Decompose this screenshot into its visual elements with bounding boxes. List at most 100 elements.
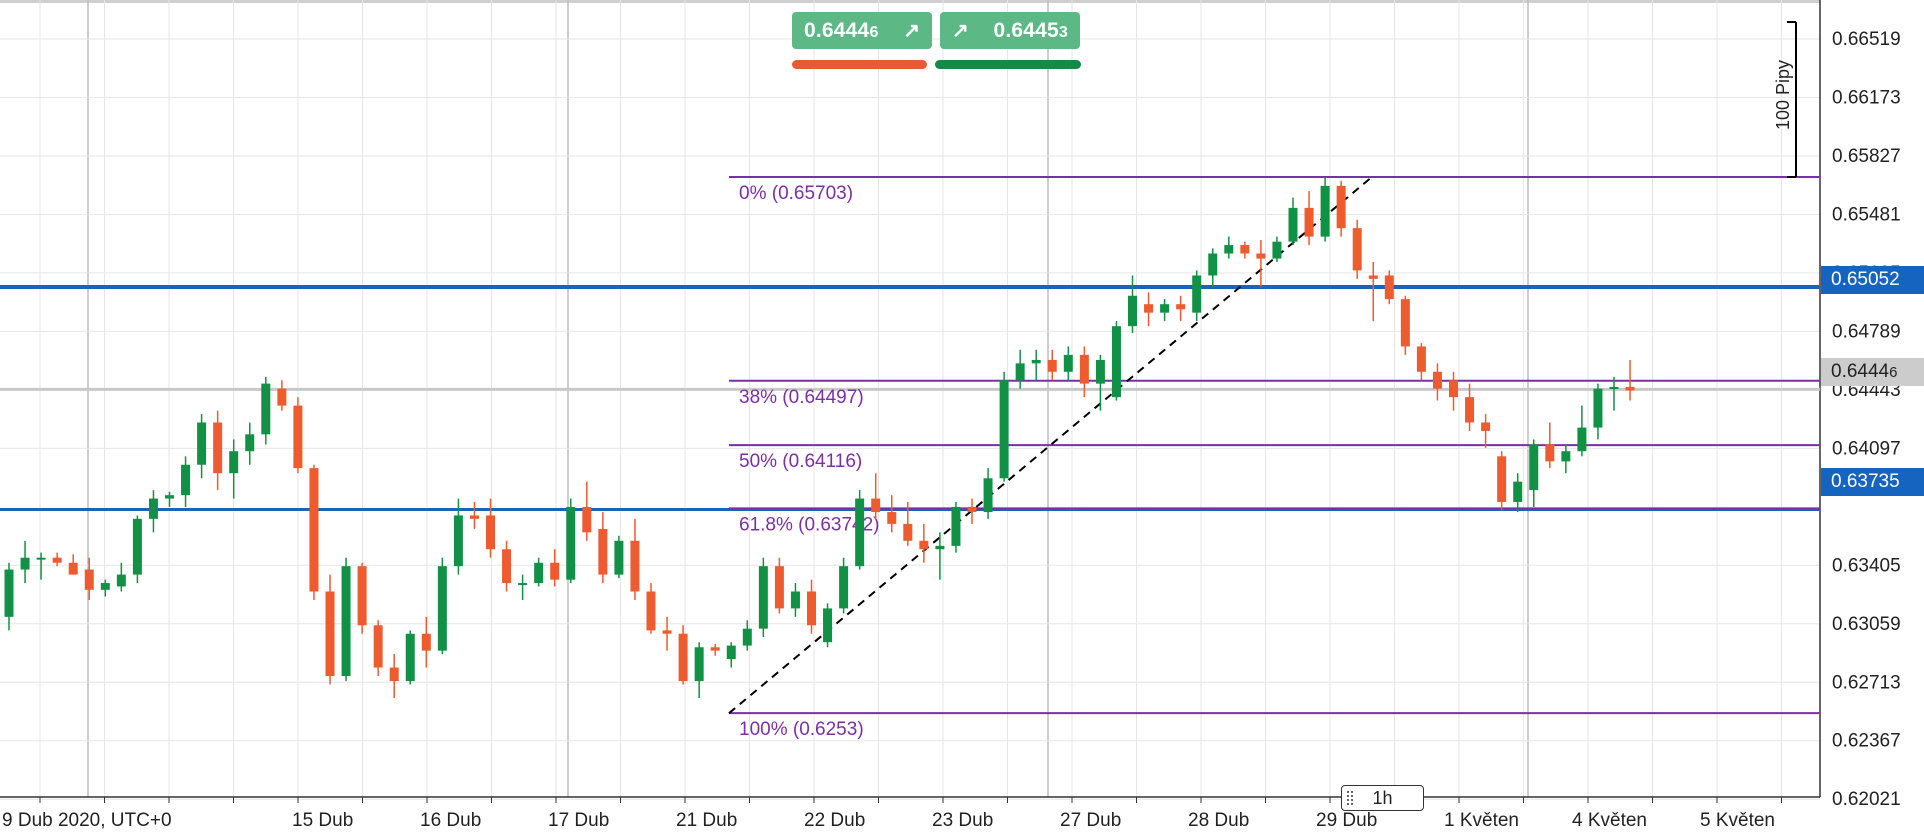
buy-button[interactable]: ↗ 0.64453 xyxy=(940,12,1080,49)
candle-body xyxy=(1192,275,1202,313)
candle-body xyxy=(694,647,704,682)
candle-body xyxy=(132,518,142,575)
candle-body xyxy=(277,388,287,406)
x-tick-label: 29 Dub xyxy=(1316,810,1377,831)
candle-body xyxy=(148,498,158,519)
y-tick-label: 0.63059 xyxy=(1832,614,1901,635)
candle-body xyxy=(261,383,271,435)
candle-body xyxy=(181,464,191,496)
candle-body xyxy=(1336,185,1346,229)
arrow-up-right-icon: ↗ xyxy=(903,20,920,42)
candle-body xyxy=(229,451,239,474)
timeframe-button[interactable]: 1h xyxy=(1341,785,1424,811)
candle-body xyxy=(421,633,431,651)
buy-price: 0.6445 xyxy=(993,18,1059,42)
candle-body xyxy=(1304,207,1314,237)
x-tick-label: 15 Dub xyxy=(292,810,353,831)
candle-body xyxy=(309,468,319,592)
candle-body xyxy=(646,591,656,631)
candle-body xyxy=(1368,275,1378,279)
y-tick-label: 0.62713 xyxy=(1832,672,1901,693)
candle-body xyxy=(534,562,544,584)
candle-body xyxy=(1465,397,1475,423)
fib-level-label: 0% (0.65703) xyxy=(739,183,853,204)
candle-body xyxy=(1240,245,1250,254)
candle-body xyxy=(453,515,463,567)
candle-body xyxy=(437,566,447,651)
candle-body xyxy=(1384,275,1394,300)
timeframe-label: 1h xyxy=(1372,787,1393,808)
candle-body xyxy=(1208,253,1218,276)
candle-body xyxy=(1577,427,1587,452)
candle-body xyxy=(1625,387,1635,391)
candle-body xyxy=(1513,481,1523,502)
y-tick-label: 0.64789 xyxy=(1832,321,1901,342)
candle-body xyxy=(373,625,383,668)
candle-body xyxy=(582,507,592,533)
candle-body xyxy=(116,574,126,587)
candle-body xyxy=(293,405,303,469)
candle-body xyxy=(903,523,913,541)
x-tick-label: 1 Květen xyxy=(1444,810,1519,831)
candle-body xyxy=(1176,304,1186,310)
candle-body xyxy=(566,507,576,580)
candle-body xyxy=(758,566,768,629)
candle-body xyxy=(598,528,608,575)
x-tick-label: 17 Dub xyxy=(548,810,609,831)
candle-body xyxy=(807,591,816,626)
current-price-tag: 0.6444 6 xyxy=(1821,358,1924,386)
fib-level-label: 100% (0.6253) xyxy=(739,719,864,740)
candle-body xyxy=(389,667,399,682)
candle-body xyxy=(1160,304,1170,313)
candle-body xyxy=(1031,359,1041,364)
candle-body xyxy=(710,647,720,651)
x-tick-label: 16 Dub xyxy=(420,810,481,831)
fib-level-label: 50% (0.64116) xyxy=(739,451,862,472)
candle-body xyxy=(1063,354,1073,372)
x-tick-label: 5 Květen xyxy=(1700,810,1775,831)
fib-level-label: 38% (0.64497) xyxy=(739,387,864,408)
sell-price: 0.6444 xyxy=(804,18,870,42)
candle-body xyxy=(1593,388,1603,428)
candle-body xyxy=(1545,444,1555,462)
candle-body xyxy=(341,566,351,676)
candle-body xyxy=(855,498,865,567)
candle-body xyxy=(630,540,640,592)
candle-body xyxy=(213,422,223,474)
sell-button[interactable]: 0.64446 ↗ xyxy=(792,12,932,49)
buy-price-pipette: 3 xyxy=(1058,23,1068,41)
drag-handle-icon[interactable] xyxy=(1347,791,1353,805)
candle-body xyxy=(1497,456,1507,502)
buy-bar xyxy=(935,60,1081,69)
x-tick-label: 22 Dub xyxy=(804,810,865,831)
candle-body xyxy=(1481,422,1491,431)
candle-body xyxy=(4,569,14,617)
candle-body xyxy=(1529,444,1539,491)
candle-body xyxy=(726,645,736,660)
candle-body xyxy=(486,515,495,550)
x-tick-label: 21 Dub xyxy=(676,810,737,831)
candle-body xyxy=(36,557,46,560)
candle-body xyxy=(1272,241,1282,259)
candle-body xyxy=(405,633,415,682)
current-price-main: 0.6444 xyxy=(1831,361,1890,382)
candle-body xyxy=(614,540,624,575)
candle-body xyxy=(1111,326,1121,398)
candle-body xyxy=(1224,245,1234,254)
candle-body xyxy=(1416,346,1426,372)
candle-body xyxy=(871,498,881,513)
hline-price-tag-lower: 0.63735 xyxy=(1821,468,1924,496)
hline-price-tag-upper: 0.65052 xyxy=(1821,266,1924,294)
candle-body xyxy=(919,540,929,550)
candle-body xyxy=(678,633,688,682)
x-tick-label: 28 Dub xyxy=(1188,810,1249,831)
candle-body xyxy=(1320,185,1330,237)
candle-body xyxy=(1095,359,1105,384)
candle-body xyxy=(742,628,752,646)
y-tick-label: 0.65827 xyxy=(1832,146,1901,167)
y-tick-label: 0.66519 xyxy=(1832,29,1901,50)
candle-body xyxy=(1449,380,1458,398)
